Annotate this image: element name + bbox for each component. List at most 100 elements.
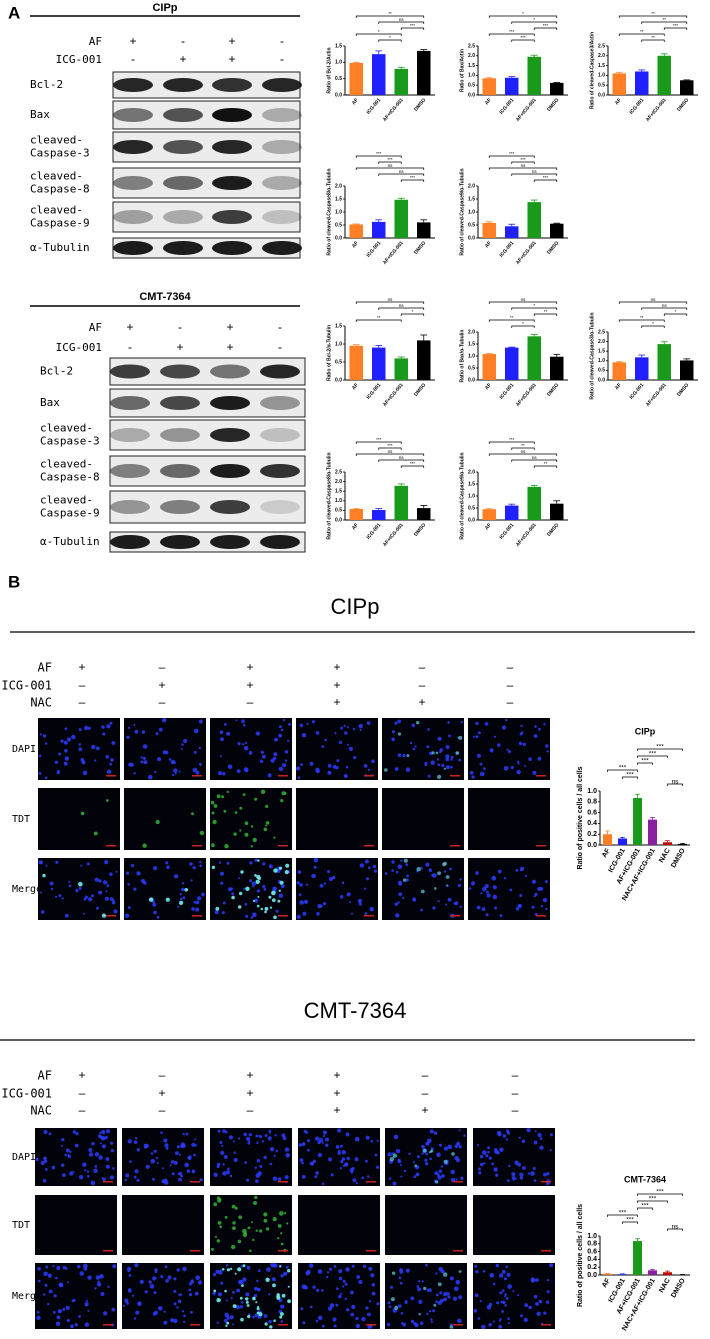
x-tick-label: DMSO [413, 97, 427, 112]
cell [497, 743, 501, 747]
cell [84, 895, 89, 899]
significance-bracket [533, 27, 558, 30]
cell [225, 1299, 228, 1302]
cell [190, 1311, 193, 1314]
cell [271, 1277, 276, 1282]
cell [338, 1294, 342, 1299]
cell [517, 762, 520, 765]
blot-label: Caspase-9 [30, 217, 90, 230]
cell [480, 892, 483, 895]
cell [435, 751, 439, 755]
y-tick-label: 0.5 [468, 83, 475, 89]
cell [432, 1309, 436, 1313]
blot-band [110, 364, 150, 379]
cell [244, 821, 249, 825]
treatment-label: NAC [30, 696, 52, 710]
cell [273, 915, 277, 920]
cell [175, 1151, 179, 1155]
x-tick-label: AF [614, 97, 623, 106]
significance-label: ns [662, 303, 668, 308]
cell [107, 1285, 110, 1288]
cell [177, 1299, 182, 1304]
cell [142, 744, 148, 749]
cell [39, 860, 43, 865]
cell [298, 1143, 302, 1147]
cell [180, 747, 183, 750]
bar [678, 843, 687, 845]
cell [223, 1155, 228, 1159]
cell [180, 1174, 184, 1178]
cell [332, 765, 337, 769]
cell [481, 907, 486, 911]
cell [483, 767, 486, 770]
significance-bracket [378, 307, 425, 310]
cell [257, 859, 260, 862]
cell [523, 1317, 528, 1323]
cell [346, 1156, 350, 1161]
bar [603, 1273, 612, 1275]
cell [112, 901, 116, 905]
cell [262, 884, 266, 889]
cell [488, 1323, 493, 1327]
cell [400, 1164, 402, 1167]
cell [264, 910, 267, 914]
treatment-sign: - [280, 52, 284, 66]
blot-band [163, 176, 203, 190]
cell [522, 1166, 526, 1170]
cell [443, 1292, 448, 1297]
image-row-label: Merge [12, 884, 42, 895]
cell [475, 735, 479, 739]
cell [506, 1272, 511, 1277]
cell [457, 1318, 462, 1324]
bar [417, 508, 431, 520]
cell [109, 721, 113, 725]
cell [376, 1302, 380, 1306]
cell [284, 759, 288, 762]
significance-bracket [533, 179, 558, 182]
cell [443, 1272, 448, 1277]
cell [402, 753, 406, 758]
cell [106, 884, 110, 888]
cell [224, 1289, 227, 1293]
cell [195, 907, 200, 912]
image-row-label: Merge [12, 1291, 42, 1302]
x-tick-label: DMSO [546, 522, 560, 537]
cell [238, 1215, 243, 1220]
blot-band [110, 396, 150, 410]
treatment-sign: – [79, 695, 86, 709]
blot-band [210, 396, 250, 410]
cell [239, 891, 243, 896]
cell [246, 1136, 251, 1141]
cell [199, 830, 205, 836]
blot-label: Caspase-3 [40, 435, 100, 448]
error-bar [638, 69, 646, 72]
cell [257, 1269, 261, 1272]
blot [109, 419, 306, 451]
cell [339, 895, 344, 899]
cell [256, 1279, 259, 1283]
cell [436, 1173, 440, 1177]
cell [247, 1226, 251, 1230]
cell [447, 897, 452, 902]
y-tick-label: 1.0 [468, 73, 475, 79]
cell [537, 1132, 542, 1138]
cell [85, 1299, 88, 1302]
cell [483, 1162, 486, 1165]
cell [247, 1315, 251, 1319]
cell [274, 1134, 277, 1137]
blot-band [262, 78, 302, 92]
blot-band [212, 241, 252, 255]
cell [49, 881, 54, 886]
cell [402, 1322, 406, 1327]
cell [231, 895, 235, 900]
cell [321, 1141, 324, 1144]
cell [225, 1324, 228, 1328]
cell [105, 799, 109, 802]
cell [170, 1318, 175, 1323]
error-bar [638, 354, 646, 358]
cell [530, 1277, 535, 1282]
cell [458, 1295, 463, 1300]
cell [539, 1145, 544, 1150]
cell [139, 1279, 144, 1284]
blot-band [260, 464, 300, 478]
